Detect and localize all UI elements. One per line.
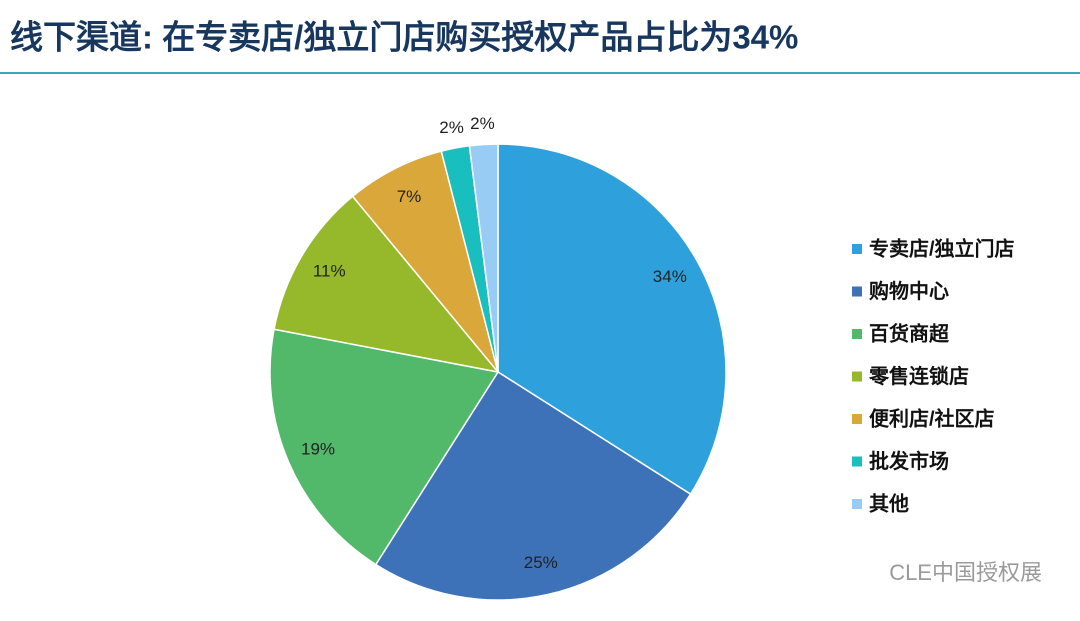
data-label: 34%: [653, 267, 687, 286]
legend-label: 零售连锁店: [868, 364, 969, 388]
pie-slice: [374, 370, 692, 601]
legend-label: 购物中心: [869, 279, 949, 303]
data-label: 11%: [313, 262, 346, 281]
data-label: 2%: [470, 114, 495, 133]
legend-swatch: [852, 499, 862, 509]
data-label: 19%: [301, 439, 335, 458]
legend-swatch: [852, 286, 862, 297]
pie-slice: [497, 143, 727, 496]
legend-label: 其他: [869, 491, 909, 515]
pie-slice: [269, 328, 500, 566]
pie-slice: [468, 143, 499, 373]
data-label: 7%: [397, 187, 422, 206]
legend-swatch: [852, 456, 862, 467]
legend-swatch: [852, 414, 862, 424]
legend-label: 专卖店/独立门店: [869, 236, 1015, 260]
watermark: CLE中国授权展: [889, 560, 1042, 585]
data-label: 2%: [439, 118, 464, 137]
legend-label: 百货商超: [869, 321, 950, 345]
legend-swatch: [852, 244, 862, 254]
legend-label: 便利店/社区店: [869, 406, 995, 430]
pie-slice: [273, 195, 500, 374]
legend-label: 批发市场: [869, 449, 949, 473]
data-label: 25%: [524, 553, 558, 572]
chart-title: 线下渠道: 在专卖店/独立门店购买授权产品占比为34%: [10, 19, 798, 56]
legend-swatch: [852, 329, 862, 339]
legend-swatch: [852, 371, 862, 382]
